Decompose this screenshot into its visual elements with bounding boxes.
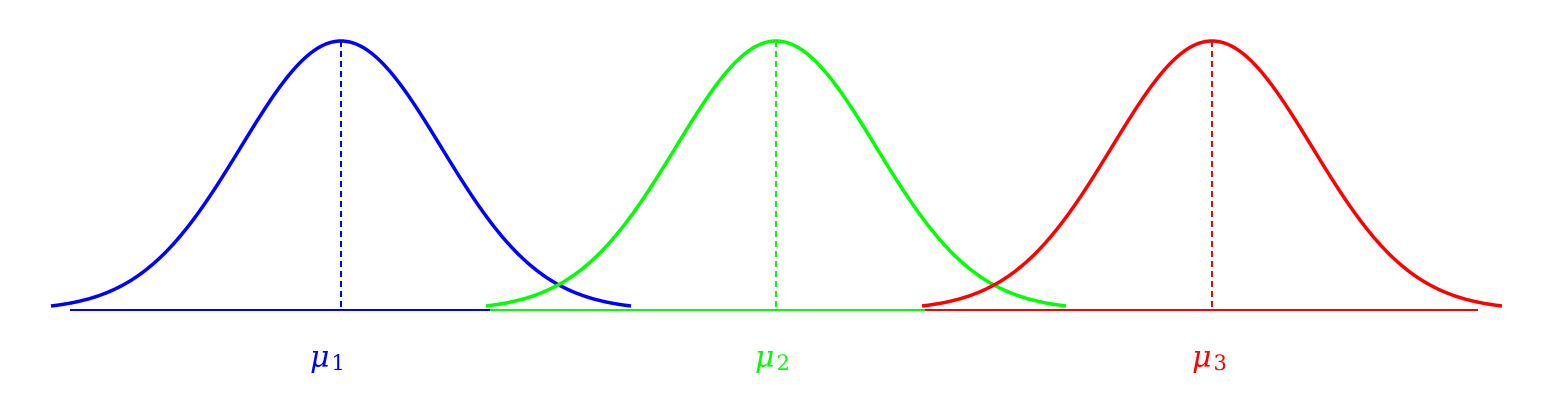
curve-layer: [50, 39, 1503, 311]
label-layer: μ1 μ2 μ3: [310, 340, 1227, 375]
mean-label-2: μ2: [755, 340, 790, 375]
mean-label-1: μ1: [310, 340, 345, 375]
mean-label-3: μ3: [1192, 340, 1227, 375]
